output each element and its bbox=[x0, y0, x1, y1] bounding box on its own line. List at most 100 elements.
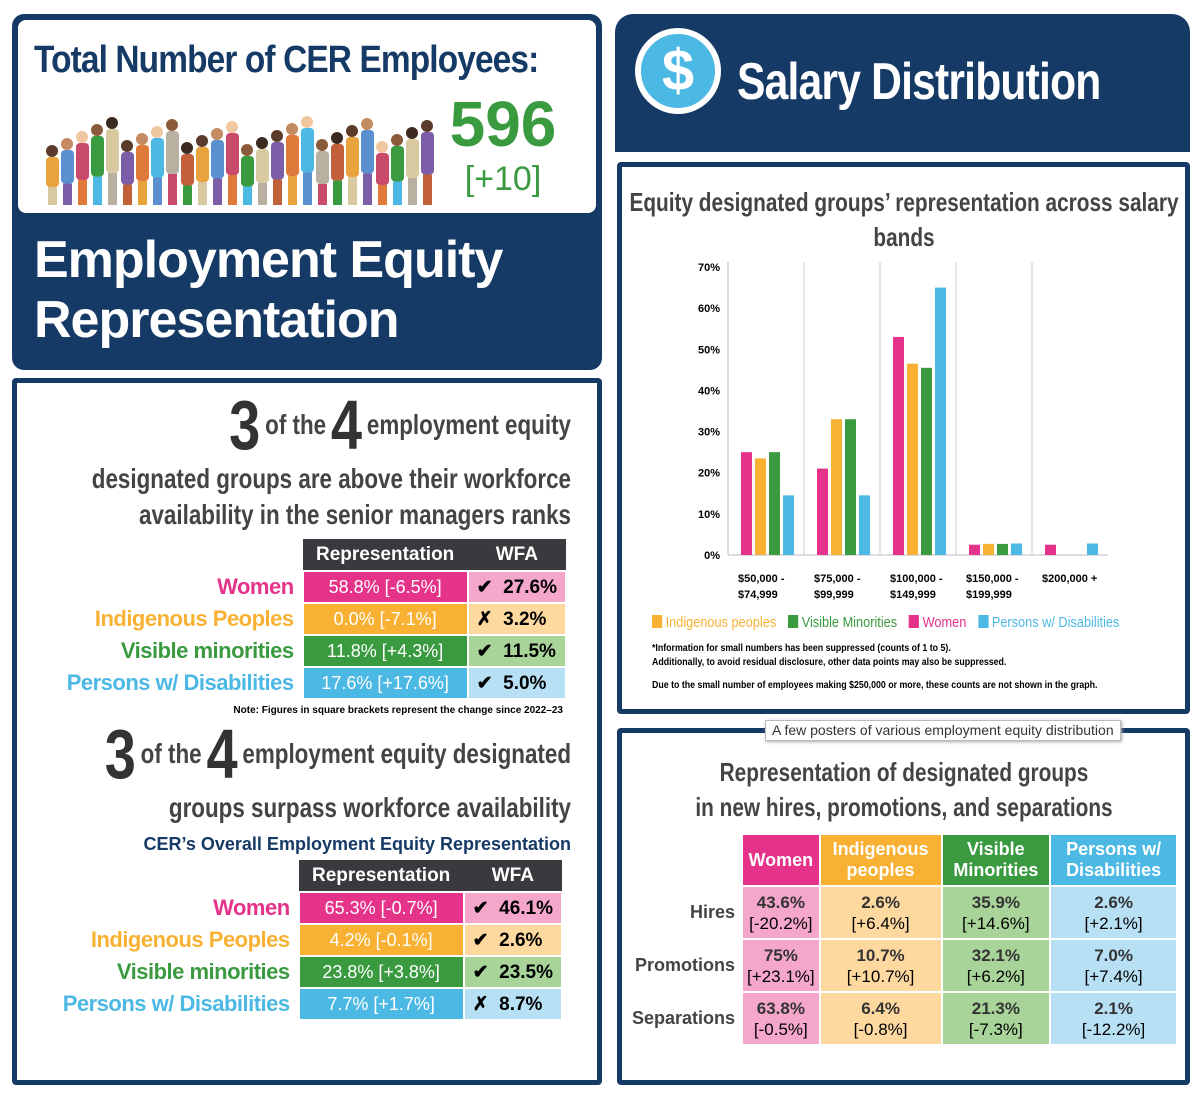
column-header-representation: Representation bbox=[302, 539, 468, 571]
legend-item: Women bbox=[909, 614, 966, 631]
senior-headline: 3 of the 4 employment equity bbox=[128, 389, 571, 461]
percent-value: 2.6% bbox=[861, 892, 900, 912]
change-value: [+7.4%] bbox=[1084, 966, 1143, 986]
bar-women bbox=[893, 336, 904, 555]
headline-text: designated groups are above their workfo… bbox=[91, 463, 571, 494]
column-header: Indigenous peoples bbox=[818, 833, 943, 887]
chart-title: Equity designated groups’ representation… bbox=[629, 187, 1179, 252]
employee-total: 596 bbox=[449, 88, 557, 160]
legend-label: Women bbox=[922, 614, 967, 631]
legend-swatch bbox=[978, 615, 989, 628]
representation-value: 23.8% [+3.8%] bbox=[297, 955, 465, 989]
change-value: [+10.7%] bbox=[846, 966, 915, 986]
percent-value: 10.7% bbox=[856, 945, 905, 965]
table-row: Separations 63.8% [-0.5%] 6.4% [-0.8%] 21.3%[… bbox=[628, 991, 1178, 1046]
bar-indigenous-peoples bbox=[831, 419, 842, 555]
dollar-icon: $ bbox=[635, 28, 721, 114]
percent-value: 75% bbox=[763, 945, 798, 965]
column-header: Women bbox=[741, 833, 821, 887]
change-value: [-12.2%] bbox=[1081, 1019, 1146, 1039]
table-row: Women 58.8% [-6.5%] ✔ 27.6% bbox=[59, 570, 568, 604]
representation-value: 65.3% [-0.7%] bbox=[297, 891, 465, 925]
group-label: Indigenous Peoples bbox=[90, 927, 290, 952]
x-tick-label: $99,999 bbox=[814, 589, 854, 601]
representation-value: 4.2% [-0.1%] bbox=[297, 923, 465, 957]
legend-swatch bbox=[788, 615, 799, 628]
headline-text: employment equity bbox=[366, 409, 571, 440]
y-tick-label: 60% bbox=[698, 303, 720, 315]
bar-persons-w-disabilities bbox=[859, 495, 870, 555]
table-row: Persons w/ Disabilities 17.6% [+17.6%] ✔… bbox=[59, 666, 568, 700]
overall-table: Representation WFA Women 65.3% [-0.7%] ✔ 4… bbox=[55, 860, 564, 1021]
y-tick-label: 70% bbox=[698, 262, 720, 274]
senior-managers-table: Representation WFA Women 58.8% [-6.5%] ✔ 2… bbox=[59, 539, 568, 700]
big-number: 3 bbox=[229, 386, 261, 464]
group-label: Visible minorities bbox=[116, 959, 290, 984]
bar-visible-minorities bbox=[845, 419, 856, 555]
column-header-representation: Representation bbox=[298, 860, 464, 892]
y-tick-label: 0% bbox=[704, 550, 720, 562]
representation-value: 58.8% [-6.5%] bbox=[301, 570, 469, 604]
legend-label: Visible Minorities bbox=[801, 614, 898, 631]
note: Additionally, to avoid residual disclosu… bbox=[652, 657, 1007, 668]
salary-header: $ Salary Distribution bbox=[615, 14, 1190, 152]
check-icon: ✔ bbox=[476, 640, 493, 662]
percent-value: 32.1% bbox=[971, 945, 1020, 965]
representation-value: 11.8% [+4.3%] bbox=[301, 634, 469, 668]
change-value: [+2.1%] bbox=[1084, 913, 1143, 933]
check-icon: ✔ bbox=[472, 897, 489, 919]
representation-value: 17.6% [+17.6%] bbox=[301, 666, 469, 700]
wfa-value: 27.6% bbox=[503, 576, 557, 598]
change-value: [-20.2%] bbox=[749, 913, 813, 933]
bar-women bbox=[817, 468, 828, 555]
big-number: 4 bbox=[206, 715, 238, 793]
bar-visible-minorities bbox=[997, 543, 1008, 555]
wfa-value: 23.5% bbox=[499, 961, 553, 983]
bar-persons-w-disabilities bbox=[1011, 543, 1022, 555]
section-title-line2: Representation bbox=[34, 291, 400, 349]
row-label: Separations bbox=[632, 1008, 736, 1028]
percent-value: 2.6% bbox=[1094, 892, 1133, 912]
table-row: Persons w/ Disabilities 7.7% [+1.7%] ✗ 8… bbox=[55, 987, 564, 1021]
change-value: [-0.5%] bbox=[753, 1019, 808, 1039]
group-label: Indigenous Peoples bbox=[94, 606, 294, 631]
bar-persons-w-disabilities bbox=[783, 495, 794, 555]
row-label: Hires bbox=[690, 902, 736, 922]
wfa-value: 8.7% bbox=[499, 993, 543, 1015]
table-row: Women 65.3% [-0.7%] ✔ 46.1% bbox=[55, 891, 564, 925]
column-header-wfa: WFA bbox=[467, 539, 566, 571]
big-number: 4 bbox=[330, 386, 363, 464]
bar-persons-w-disabilities bbox=[935, 287, 946, 555]
chart-legend: Indigenous peoples Visible Minorities Wome… bbox=[652, 614, 1131, 632]
wfa-value: 11.5% bbox=[503, 640, 556, 662]
check-icon: ✔ bbox=[472, 961, 489, 983]
bar-women bbox=[1045, 544, 1056, 555]
headline-text: groups surpass workforce availability bbox=[168, 792, 571, 823]
percent-value: 2.1% bbox=[1094, 998, 1133, 1018]
overall-subtitle: CER’s Overall Employment Equity Represen… bbox=[143, 834, 571, 854]
check-icon: ✔ bbox=[476, 576, 493, 598]
bar-persons-w-disabilities bbox=[1087, 543, 1098, 555]
bar-indigenous-peoples bbox=[907, 363, 918, 555]
group-label: Visible minorities bbox=[120, 638, 294, 663]
wfa-value: 3.2% bbox=[503, 608, 547, 630]
x-tick-label: $199,999 bbox=[966, 589, 1012, 601]
y-tick-label: 40% bbox=[698, 385, 720, 397]
representation-value: 7.7% [+1.7%] bbox=[297, 987, 465, 1021]
title-text: in new hires, promotions, and separation… bbox=[695, 792, 1113, 822]
group-label: Women bbox=[217, 574, 294, 599]
change-value: [+6.2%] bbox=[966, 966, 1025, 986]
bar-visible-minorities bbox=[769, 452, 780, 555]
legend-item: Visible Minorities bbox=[788, 614, 897, 631]
wfa-value: 5.0% bbox=[503, 672, 547, 694]
chart-notes: *Information for small numbers has been … bbox=[652, 642, 1098, 693]
x-tick-label: $50,000 - bbox=[738, 573, 785, 585]
title-text: Representation of designated groups bbox=[719, 757, 1089, 787]
overall-headline: 3 of the 4 employment equity designated bbox=[105, 715, 571, 793]
legend-item: Indigenous peoples bbox=[652, 614, 776, 631]
overall-subheadline: groups surpass workforce availability bbox=[128, 790, 571, 826]
representation-column: 3 of the 4 employment equity designated … bbox=[17, 383, 597, 1080]
percent-value: 7.0% bbox=[1094, 945, 1133, 965]
table-row: Promotions 75% [+23.1%] 10.7% [+10.7%] 32.1%[… bbox=[628, 938, 1178, 993]
of-the-text: of the bbox=[265, 409, 327, 440]
